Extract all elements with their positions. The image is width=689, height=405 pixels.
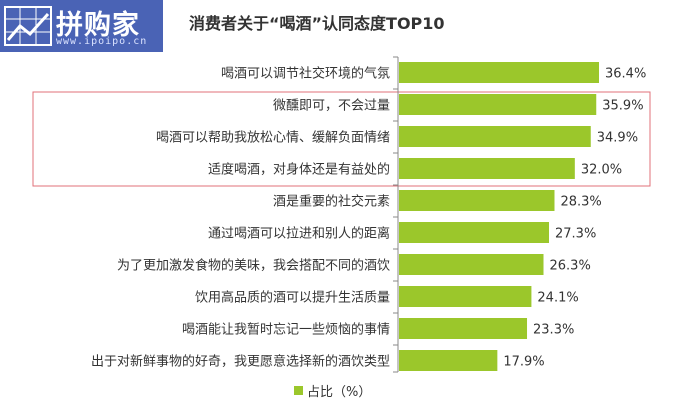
value-label: 17.9% bbox=[503, 355, 544, 370]
bar bbox=[399, 350, 498, 371]
value-label: 24.1% bbox=[537, 291, 578, 306]
legend: 占比（%） bbox=[294, 381, 371, 400]
value-label: 27.3% bbox=[555, 227, 596, 242]
logo-name: 拼购家 bbox=[56, 10, 140, 41]
category-label: 喝酒可以调节社交环境的气氛 bbox=[221, 66, 390, 82]
chart-logo-icon bbox=[4, 6, 52, 46]
bar bbox=[399, 318, 528, 339]
bar bbox=[399, 62, 599, 83]
category-label: 通过喝酒可以拉进和别人的距离 bbox=[208, 226, 390, 242]
bar bbox=[399, 126, 591, 147]
category-label: 出于对新鲜事物的好奇，我更愿意选择新的酒饮类型 bbox=[91, 354, 390, 370]
category-label: 喝酒能让我暂时忘记一些烦恼的事情 bbox=[182, 322, 390, 338]
value-label: 26.3% bbox=[550, 259, 591, 274]
category-label: 酒是重要的社交元素 bbox=[273, 194, 390, 210]
legend-label: 占比（%） bbox=[307, 385, 372, 400]
value-label: 36.4% bbox=[605, 67, 646, 82]
value-label: 34.9% bbox=[597, 131, 638, 146]
logo: 拼购家 www.ipoipo.cn bbox=[0, 0, 163, 52]
bar bbox=[399, 190, 555, 211]
value-label: 32.0% bbox=[581, 163, 622, 178]
logo-url: www.ipoipo.cn bbox=[56, 36, 148, 47]
value-label: 28.3% bbox=[560, 195, 601, 210]
bar bbox=[399, 286, 532, 307]
category-label: 喝酒可以帮助我放松心情、缓解负面情绪 bbox=[156, 131, 390, 146]
legend-swatch bbox=[294, 386, 303, 395]
category-label: 微醺即可，不会过量 bbox=[273, 99, 390, 114]
value-label: 35.9% bbox=[602, 99, 643, 114]
highlight-box bbox=[32, 91, 651, 187]
bar bbox=[399, 94, 597, 115]
bar bbox=[399, 254, 544, 275]
bar bbox=[399, 158, 575, 179]
category-label: 适度喝酒，对身体还是有益处的 bbox=[208, 162, 390, 178]
category-label: 饮用高品质的酒可以提升生活质量 bbox=[195, 290, 390, 306]
category-label: 为了更加激发食物的美味，我会搭配不同的酒饮 bbox=[117, 258, 390, 274]
value-label: 23.3% bbox=[533, 323, 574, 338]
chart-title: 消费者关于“喝酒”认同态度TOP10 bbox=[189, 14, 445, 33]
bar bbox=[399, 222, 549, 243]
